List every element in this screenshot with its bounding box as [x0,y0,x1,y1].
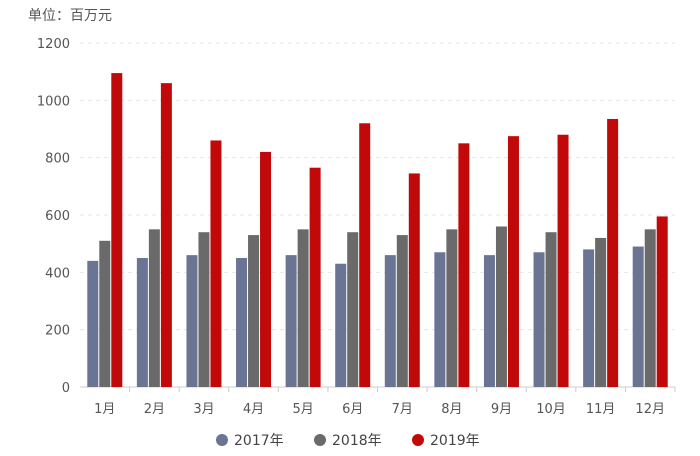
x-tick-label: 2月 [144,402,165,417]
bar [533,252,545,387]
bar [359,123,371,388]
bar [347,232,359,387]
legend-label: 2019年 [430,433,480,449]
x-tick-label: 5月 [292,402,313,417]
bar [160,83,172,387]
bar [557,134,569,387]
bar [458,143,470,387]
y-tick-label: 1200 [37,37,70,52]
x-tick-label: 7月 [392,402,413,417]
x-tick-label: 3月 [193,402,214,417]
bar [483,255,495,387]
y-tick-label: 800 [45,152,70,167]
bar [236,258,248,387]
y-tick-label: 1000 [37,94,70,109]
bar [656,216,668,387]
bar [335,263,347,387]
y-tick-label: 400 [45,266,70,281]
legend-marker [314,434,326,446]
unit-label: 单位：百万元 [28,8,112,24]
bar [136,258,148,387]
bar [99,240,111,387]
bar [434,252,446,387]
bar [446,229,458,387]
bar [632,246,644,387]
bar [111,73,123,387]
bar [285,255,297,387]
bar [384,255,396,387]
bar [297,229,309,387]
bar [87,260,99,387]
bar [408,173,420,387]
bar [210,140,222,387]
bar [607,118,619,387]
x-tick-label: 10月 [536,402,566,417]
bar [260,151,272,387]
y-tick-label: 600 [45,209,70,224]
x-tick-label: 4月 [243,402,264,417]
legend-marker [216,434,228,446]
bar [583,249,595,387]
bar [248,235,260,387]
y-tick-label: 200 [45,324,70,339]
bar [186,255,198,387]
y-tick-label: 0 [62,381,70,396]
x-tick-label: 1月 [94,402,115,417]
bar [545,232,557,387]
x-tick-label: 8月 [441,402,462,417]
bar [309,167,321,387]
bar [644,229,656,387]
legend-label: 2017年 [234,433,284,449]
x-tick-label: 12月 [635,402,665,417]
bar [495,226,507,387]
bar [198,232,210,387]
bar [148,229,160,387]
bar [595,237,607,387]
x-tick-label: 11月 [586,402,616,417]
bar [507,136,519,387]
bar [396,235,408,387]
legend-label: 2018年 [332,433,382,449]
legend-marker [412,434,424,446]
x-tick-label: 9月 [491,402,512,417]
x-tick-label: 6月 [342,402,363,417]
